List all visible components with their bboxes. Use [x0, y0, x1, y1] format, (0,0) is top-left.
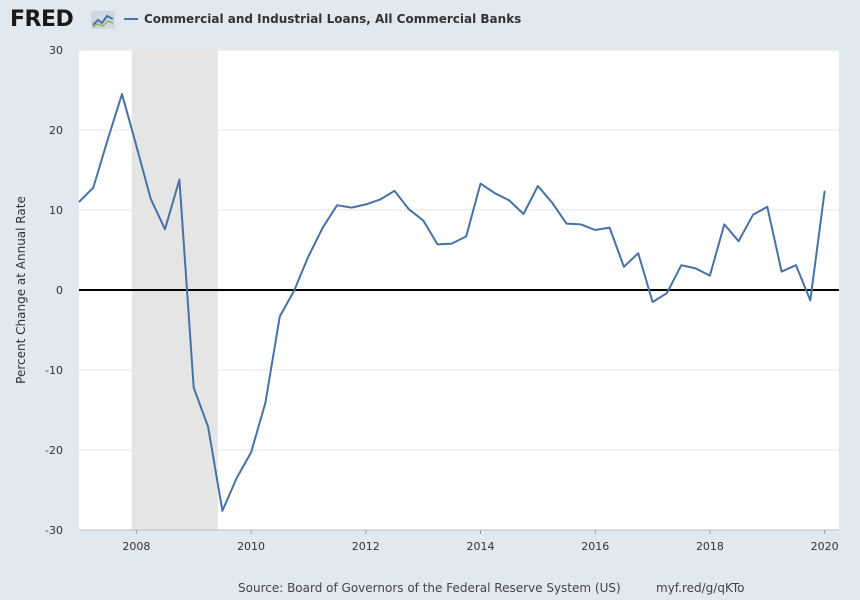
y-tick-label: -30 [45, 524, 63, 537]
x-tick-label: 2012 [352, 540, 380, 553]
y-axis-label: Percent Change at Annual Rate [14, 196, 28, 384]
y-tick-label: 30 [49, 44, 63, 57]
chart-line-icon [91, 11, 115, 29]
x-tick-label: 2010 [237, 540, 265, 553]
fred-logo[interactable]: FRED [10, 7, 74, 32]
x-tick-label: 2008 [122, 540, 150, 553]
header: FRED Commercial and Industrial Loans, Al… [0, 0, 860, 44]
x-tick-label: 2018 [696, 540, 724, 553]
y-tick-label: 20 [49, 124, 63, 137]
source-text: Source: Board of Governors of the Federa… [238, 581, 621, 595]
y-tick-label: 10 [49, 204, 63, 217]
legend: Commercial and Industrial Loans, All Com… [124, 12, 521, 26]
y-tick-label: 0 [56, 284, 63, 297]
legend-swatch [124, 18, 138, 20]
x-tick-label: 2020 [811, 540, 839, 553]
x-tick-label: 2016 [581, 540, 609, 553]
y-tick-label: -10 [45, 364, 63, 377]
y-tick-label: -20 [45, 444, 63, 457]
legend-label: Commercial and Industrial Loans, All Com… [144, 12, 522, 26]
series-line [78, 93, 826, 512]
short-link[interactable]: myf.red/g/qKTo [656, 581, 745, 595]
x-tick-label: 2014 [467, 540, 495, 553]
